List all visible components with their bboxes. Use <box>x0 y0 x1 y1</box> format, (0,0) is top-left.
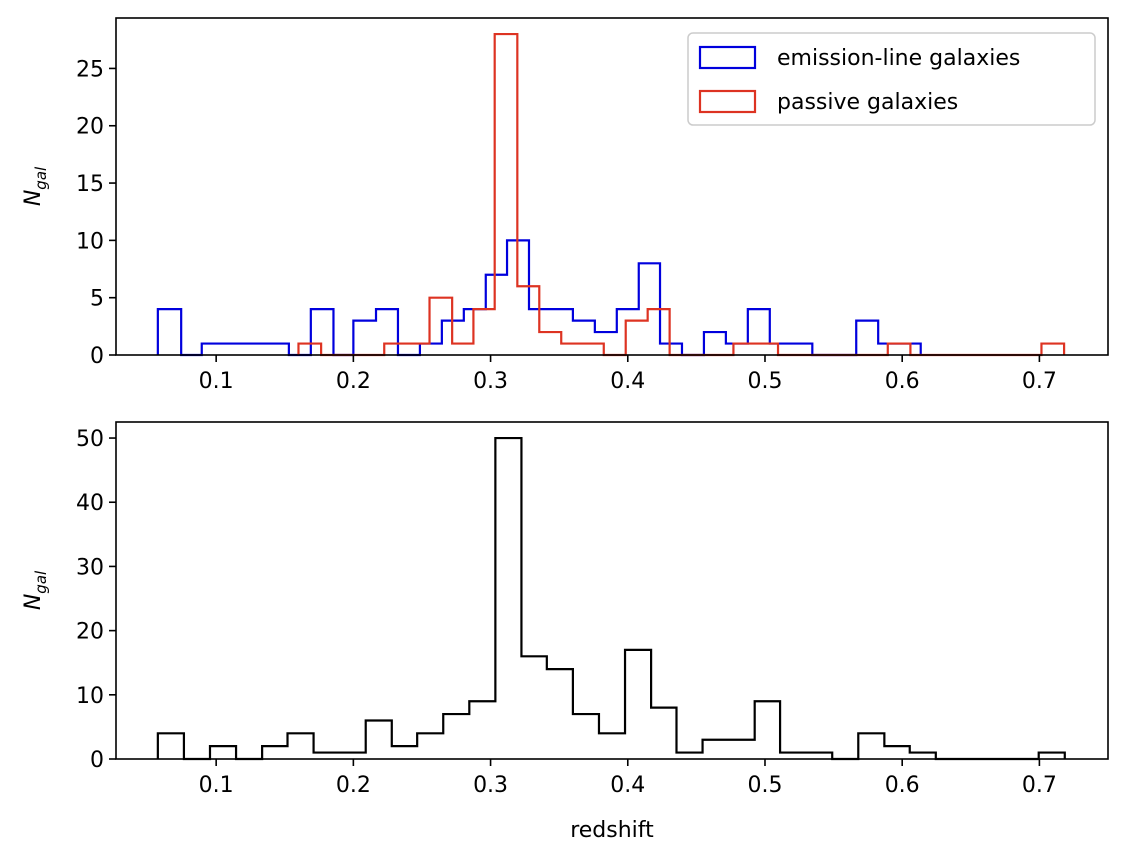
top-series-layer <box>156 32 1066 357</box>
bottom-axes-frame <box>115 421 1109 760</box>
bottom-series-0-histogram <box>156 436 1066 761</box>
legend-label-1: passive galaxies <box>777 90 958 115</box>
bottom-x-tick-label: 0.3 <box>473 773 508 798</box>
top-y-tick-label: 0 <box>90 344 104 369</box>
bottom-x-tick-label: 0.6 <box>885 773 920 798</box>
top-legend: emission-line galaxies passive galaxies <box>687 32 1096 126</box>
top-x-tick-label: 0.1 <box>199 369 234 394</box>
top-histogram-panel: 0.1 0.2 0.3 0.4 0.5 0.6 0.7 0 5 10 15 20 25 Ngal em… <box>21 17 1109 394</box>
bottom-y-axis-label: Ngal <box>21 570 50 610</box>
bottom-x-axis-label: redshift <box>570 818 654 843</box>
top-x-tick-label: 0.4 <box>610 369 645 394</box>
top-series-1-histogram <box>297 32 1066 357</box>
legend-swatch-1 <box>698 89 757 114</box>
bottom-y-tick-label: 0 <box>90 748 104 773</box>
top-y-axis-label-subscript: gal <box>32 166 50 190</box>
top-x-tick-label: 0.6 <box>885 369 920 394</box>
bottom-histogram-panel: 0.1 0.2 0.3 0.4 0.5 0.6 0.7 0 10 20 30 40 50 Ngal r… <box>21 421 1109 843</box>
top-x-tick-label: 0.2 <box>336 369 371 394</box>
bottom-y-axis-label-main: N <box>21 594 46 610</box>
bottom-y-axis: 0 10 20 30 40 50 <box>76 427 116 773</box>
top-y-axis-label: Ngal <box>21 166 50 206</box>
top-y-tick-label: 10 <box>76 229 104 254</box>
top-y-tick-label: 5 <box>90 287 104 312</box>
top-y-tick-label: 25 <box>76 57 104 82</box>
bottom-x-tick-label: 0.1 <box>199 773 234 798</box>
bottom-series-layer <box>156 436 1066 761</box>
legend-label-0: emission-line galaxies <box>777 46 1020 71</box>
top-y-tick-label: 20 <box>76 115 104 140</box>
bottom-x-tick-label: 0.7 <box>1022 773 1057 798</box>
bottom-y-tick-label: 40 <box>76 491 104 516</box>
bottom-y-tick-label: 20 <box>76 620 104 645</box>
top-x-axis: 0.1 0.2 0.3 0.4 0.5 0.6 0.7 <box>199 355 1057 394</box>
top-y-axis: 0 5 10 15 20 25 <box>76 57 116 369</box>
top-series-0-histogram <box>156 239 922 357</box>
bottom-x-axis: 0.1 0.2 0.3 0.4 0.5 0.6 0.7 <box>199 759 1057 798</box>
top-x-tick-label: 0.3 <box>473 369 508 394</box>
bottom-y-axis-label-subscript: gal <box>32 570 50 594</box>
bottom-y-tick-label: 10 <box>76 684 104 709</box>
bottom-x-tick-label: 0.2 <box>336 773 371 798</box>
bottom-x-tick-label: 0.5 <box>747 773 782 798</box>
top-x-tick-label: 0.7 <box>1022 369 1057 394</box>
top-y-axis-label-main: N <box>21 190 46 206</box>
bottom-y-tick-label: 50 <box>76 427 104 452</box>
top-axes-frame <box>115 17 1109 356</box>
legend-box <box>687 32 1096 126</box>
bottom-y-tick-label: 30 <box>76 555 104 580</box>
top-x-tick-label: 0.5 <box>747 369 782 394</box>
bottom-x-tick-label: 0.4 <box>610 773 645 798</box>
legend-swatch-0 <box>698 45 757 70</box>
top-y-tick-label: 15 <box>76 172 104 197</box>
